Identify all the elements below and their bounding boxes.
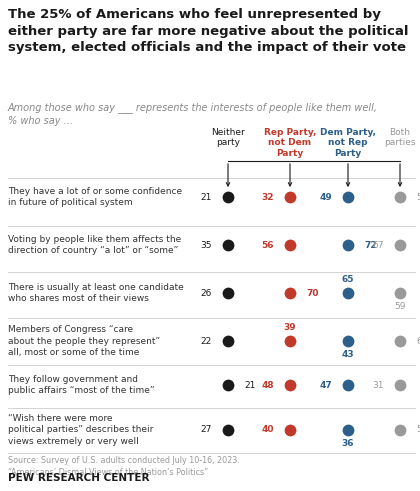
Text: PEW RESEARCH CENTER: PEW RESEARCH CENTER bbox=[8, 473, 150, 483]
Text: 67: 67 bbox=[373, 241, 384, 249]
Text: 40: 40 bbox=[262, 426, 274, 435]
Text: 27: 27 bbox=[201, 426, 212, 435]
Text: 59: 59 bbox=[394, 302, 406, 311]
Text: 21: 21 bbox=[201, 192, 212, 201]
Text: 22: 22 bbox=[201, 336, 212, 346]
Text: 48: 48 bbox=[261, 381, 274, 389]
Text: The 25% of Americans who feel unrepresented by
either party are far more negativ: The 25% of Americans who feel unrepresen… bbox=[8, 8, 409, 54]
Text: Source: Survey of U.S. adults conducted July 10-16, 2023.
“Americans’ Dismal Vie: Source: Survey of U.S. adults conducted … bbox=[8, 456, 240, 477]
Text: 50: 50 bbox=[416, 426, 420, 435]
Text: 26: 26 bbox=[201, 289, 212, 298]
Text: 47: 47 bbox=[319, 381, 332, 389]
Text: Members of Congress “care
about the people they represent”
all, most or some of : Members of Congress “care about the peop… bbox=[8, 325, 160, 357]
Text: Voting by people like them affects the
direction of country “a lot” or “some”: Voting by people like them affects the d… bbox=[8, 235, 181, 255]
Text: Among those who say ___ represents the interests of people like them well,
% who: Among those who say ___ represents the i… bbox=[8, 102, 378, 126]
Text: 35: 35 bbox=[200, 241, 212, 249]
Text: Neither
party: Neither party bbox=[211, 128, 245, 147]
Text: 43: 43 bbox=[342, 350, 354, 359]
Text: Dem Party,
not Rep
Party: Dem Party, not Rep Party bbox=[320, 128, 376, 158]
Text: Rep Party,
not Dem
Party: Rep Party, not Dem Party bbox=[264, 128, 316, 158]
Text: 59: 59 bbox=[416, 192, 420, 201]
Text: 21: 21 bbox=[244, 381, 255, 389]
Text: They follow government and
public affairs “most of the time”: They follow government and public affair… bbox=[8, 375, 155, 395]
Text: There is usually at least one candidate
who shares most of their views: There is usually at least one candidate … bbox=[8, 283, 184, 303]
Text: 49: 49 bbox=[319, 192, 332, 201]
Text: “Wish there were more
political parties” describes their
views extremely or very: “Wish there were more political parties”… bbox=[8, 414, 153, 446]
Text: 56: 56 bbox=[262, 241, 274, 249]
Text: 31: 31 bbox=[373, 381, 384, 389]
Text: 36: 36 bbox=[342, 439, 354, 448]
Text: They have a lot of or some confidence
in future of political system: They have a lot of or some confidence in… bbox=[8, 187, 182, 207]
Text: 65: 65 bbox=[416, 336, 420, 346]
Text: 39: 39 bbox=[284, 323, 297, 332]
Text: 72: 72 bbox=[364, 241, 377, 249]
Text: 32: 32 bbox=[262, 192, 274, 201]
Text: Both
parties: Both parties bbox=[384, 128, 416, 147]
Text: 70: 70 bbox=[306, 289, 318, 298]
Text: 65: 65 bbox=[342, 275, 354, 284]
